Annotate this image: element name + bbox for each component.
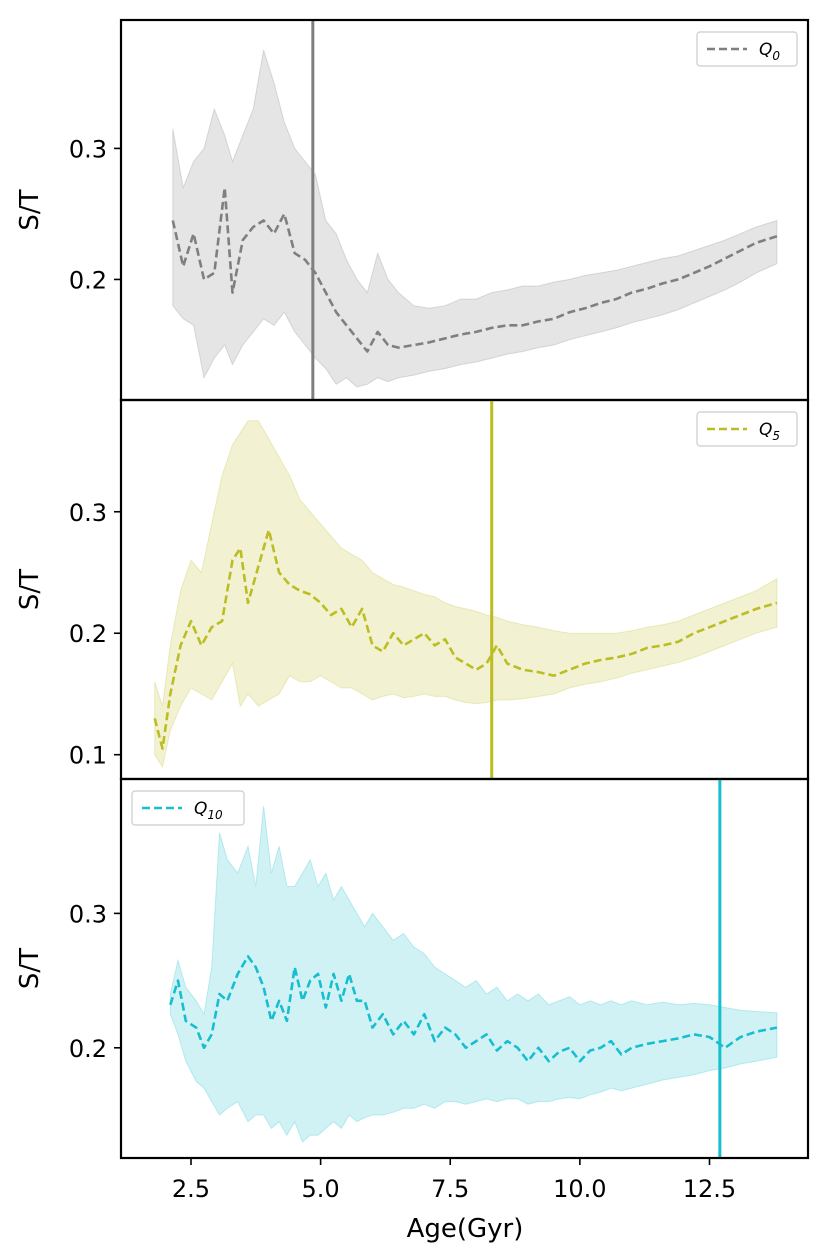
legend-label: Q10 bbox=[194, 799, 223, 822]
panel-1: 0.2 0.3 S/T Q0 bbox=[15, 18, 810, 402]
legend-1: Q0 bbox=[696, 31, 798, 67]
panels-layer: 0.2 0.3 S/T Q0 0.1 0.2 0.3 S/T Q5 0.2 0.3 S/T Q10 bbox=[15, 18, 810, 1160]
plot-area-2 bbox=[153, 400, 778, 779]
confidence-band-q10 bbox=[169, 805, 778, 1143]
legend-box bbox=[131, 790, 245, 826]
panel-frame-3 bbox=[119, 777, 810, 1160]
x-tick-label: 7.5 bbox=[431, 1175, 469, 1203]
y-tick-label-1: 0.2 bbox=[69, 266, 107, 294]
y-axis-title-3: S/T bbox=[15, 948, 45, 989]
panel-2: 0.1 0.2 0.3 S/T Q5 bbox=[15, 398, 810, 781]
mean-line-q5 bbox=[153, 528, 778, 750]
y-tick-label-3: 0.3 bbox=[69, 900, 107, 928]
x-axis: 2.5 5.0 7.5 10.0 12.5 bbox=[172, 1158, 736, 1203]
x-tick-label: 2.5 bbox=[172, 1175, 210, 1203]
plot-area-3 bbox=[169, 779, 778, 1158]
legend-label: Q5 bbox=[759, 420, 780, 443]
confidence-band-q5 bbox=[154, 420, 778, 769]
y-tick-label-2: 0.1 bbox=[69, 742, 107, 770]
legend-3: Q10 bbox=[131, 790, 245, 826]
confidence-band-q0 bbox=[172, 49, 778, 388]
legend-2: Q5 bbox=[696, 411, 798, 447]
y-tick-label-3: 0.2 bbox=[69, 1035, 107, 1063]
plot-area-1 bbox=[171, 20, 778, 400]
x-tick-label: 5.0 bbox=[302, 1175, 340, 1203]
x-tick-label: 10.0 bbox=[553, 1175, 606, 1203]
mean-line-q0 bbox=[171, 186, 778, 353]
y-tick-label-2: 0.2 bbox=[69, 620, 107, 648]
y-tick-label-1: 0.3 bbox=[69, 135, 107, 163]
y-axis-title-1: S/T bbox=[15, 189, 45, 230]
x-axis-title: Age(Gyr) bbox=[407, 1214, 524, 1244]
x-tick-label: 12.5 bbox=[683, 1175, 736, 1203]
panel-3: 0.2 0.3 S/T Q10 bbox=[15, 777, 810, 1160]
legend-label: Q0 bbox=[759, 40, 780, 63]
y-axis-title-2: S/T bbox=[15, 569, 45, 610]
y-tick-label-2: 0.3 bbox=[69, 499, 107, 527]
mean-line-q10 bbox=[169, 955, 778, 1063]
